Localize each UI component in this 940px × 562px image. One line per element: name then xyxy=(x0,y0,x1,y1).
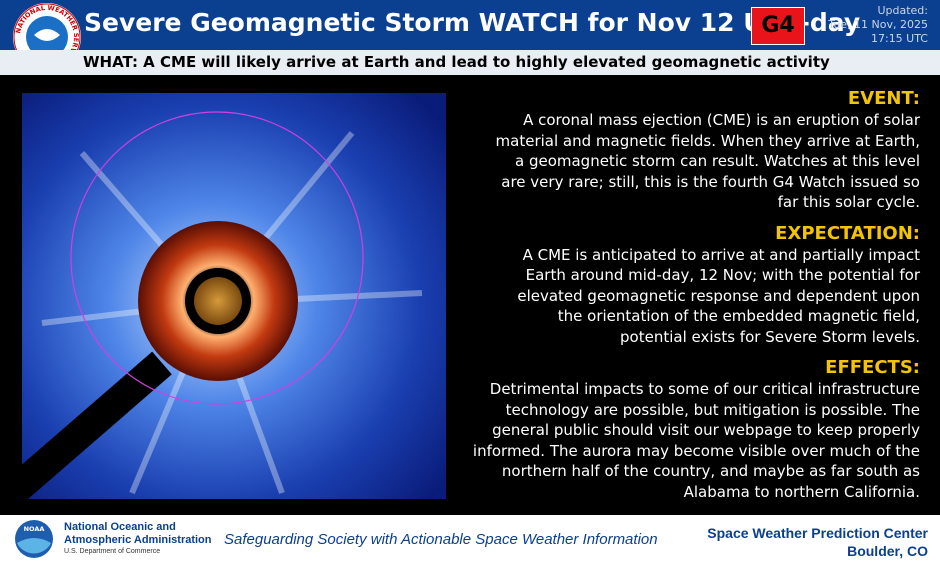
coronagraph-image xyxy=(22,93,446,499)
agency-line: Atmospheric Administration xyxy=(64,534,212,546)
body-line: a geomagnetic storm can result. Watches … xyxy=(514,152,920,170)
agency-line: National Oceanic and xyxy=(64,521,176,533)
title: Severe Geomagnetic Storm WATCH for Nov 1… xyxy=(84,8,861,37)
tagline: Safeguarding Society with Actionable Spa… xyxy=(224,531,658,548)
noaa-logo: NOAA xyxy=(15,520,53,558)
g-scale-badge: G4 xyxy=(751,7,805,45)
body-line: A CME is anticipated to arrive at and pa… xyxy=(522,245,920,264)
body-line: elevated geomagnetic response and depend… xyxy=(517,286,920,305)
text-column: EVENT: A coronal mass ejection (CME) is a… xyxy=(455,88,920,512)
section-heading: EXPECTATION: xyxy=(775,222,920,244)
section-heading: EVENT: xyxy=(847,88,920,109)
body-line: Alabama to northern California. xyxy=(683,482,920,501)
body-line: far this solar cycle. xyxy=(777,193,920,211)
section: EFFECTS: Detrimental impacts to some of o… xyxy=(455,357,920,502)
updated-time: 17:15 UTC xyxy=(870,32,928,45)
body-line: the orientation of the embedded magnetic… xyxy=(557,307,920,325)
body-line: informed. The aurora may become visible … xyxy=(472,441,920,460)
body-line: material and magnetic fields. When they … xyxy=(495,131,920,150)
section: EXPECTATION: A CME is anticipated to arri… xyxy=(455,223,920,348)
section: EVENT: A coronal mass ejection (CME) is a… xyxy=(455,88,920,213)
body-line: A coronal mass ejection (CME) is an erup… xyxy=(523,111,920,129)
body-line: Detrimental impacts to some of our criti… xyxy=(489,380,920,398)
center-name: Space Weather Prediction Center xyxy=(707,525,928,541)
logo-text: NOAA xyxy=(24,525,45,533)
body-line: are very rare; still, this is the fourth… xyxy=(501,172,920,191)
section-heading: EFFECTS: xyxy=(825,357,920,378)
body-line: Earth around mid-day, 12 Nov; with the p… xyxy=(525,266,920,284)
body-line: potential exists for Severe Storm levels… xyxy=(620,327,920,346)
body-line: northern half of the country, and maybe … xyxy=(501,462,920,480)
body-line: technology are possible, but mitigation … xyxy=(505,400,920,419)
location: Boulder, CO xyxy=(847,543,928,559)
updated-date: Tue, 11 Nov, 2025 xyxy=(828,18,928,31)
updated-label: Updated: xyxy=(877,4,928,17)
body-line: general public should visit our webpage … xyxy=(492,421,920,439)
footer xyxy=(0,515,940,562)
department: U.S. Department of Commerce xyxy=(64,548,161,555)
what-line: WHAT: A CME will likely arrive at Earth … xyxy=(0,50,940,75)
